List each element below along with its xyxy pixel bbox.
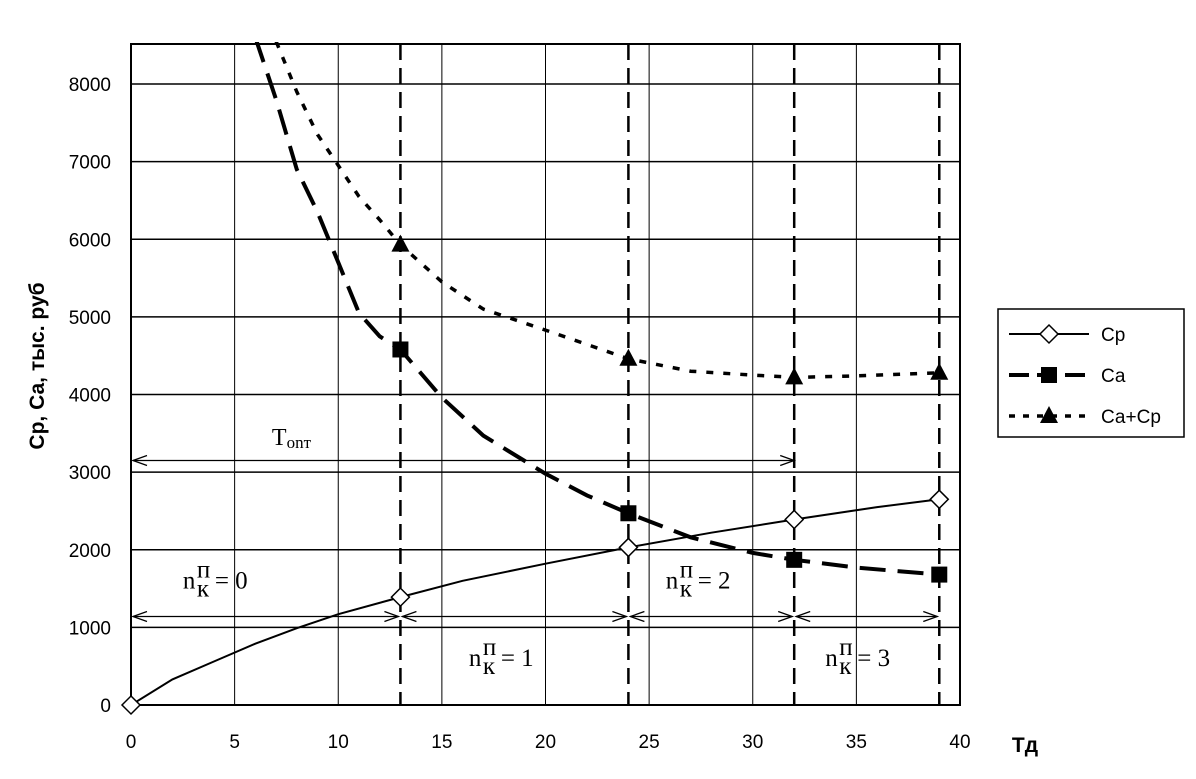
x-tick-label: 15 bbox=[431, 732, 452, 753]
n-k-label: n пк = 2 bbox=[666, 557, 731, 603]
marker-diamond bbox=[390, 587, 411, 608]
x-tick-label: 40 bbox=[949, 732, 970, 753]
legend-label: Ср bbox=[1101, 325, 1125, 346]
x-tick-label: 25 bbox=[639, 732, 660, 753]
y-tick-label: 3000 bbox=[69, 463, 111, 484]
marker-triangle bbox=[930, 362, 949, 380]
x-tick-label: 0 bbox=[126, 732, 137, 753]
y-tick-label: 5000 bbox=[69, 308, 111, 329]
y-tick-label: 1000 bbox=[69, 618, 111, 639]
y-tick-label: 8000 bbox=[69, 75, 111, 96]
svg-text:= 0: = 0 bbox=[215, 568, 248, 595]
series-line bbox=[274, 42, 940, 380]
series-2 bbox=[254, 42, 948, 583]
svg-text:п: п bbox=[680, 557, 693, 584]
y-axis-title: Ср, Са, тыс. руб bbox=[26, 282, 49, 449]
x-tick-labels: 0 5 10 15 20 25 30 35 40 bbox=[126, 732, 971, 753]
marker-diamond bbox=[929, 489, 950, 510]
marker-diamond bbox=[784, 509, 805, 530]
marker-diamond bbox=[120, 694, 142, 716]
x-tick-label: 20 bbox=[535, 732, 556, 753]
x-tick-label: 35 bbox=[846, 732, 867, 753]
svg-text:п: п bbox=[483, 634, 496, 661]
y-tick-label: 7000 bbox=[69, 153, 111, 174]
marker-diamond bbox=[1038, 323, 1060, 345]
svg-text:п: п bbox=[839, 634, 852, 661]
plot-area-frame bbox=[130, 43, 961, 706]
n-k-label: n пк = 1 bbox=[469, 634, 534, 680]
marker-square bbox=[392, 341, 409, 358]
svg-text:к: к bbox=[680, 576, 693, 603]
series-line bbox=[254, 42, 940, 577]
legend-item: Ср bbox=[1009, 323, 1125, 346]
x-tick-label: 30 bbox=[742, 732, 763, 753]
t-opt-label: Тonт bbox=[272, 425, 312, 452]
n-k-label: n пк = 0 bbox=[183, 557, 248, 603]
x-tick-label: 5 bbox=[229, 732, 240, 753]
legend-label: Са+Ср bbox=[1101, 407, 1161, 428]
marker-triangle bbox=[1040, 406, 1058, 423]
grid bbox=[131, 44, 960, 705]
svg-text:n: n bbox=[469, 645, 482, 672]
legend-label: Са bbox=[1101, 366, 1126, 387]
t-opt-arrow bbox=[131, 454, 797, 467]
series-3 bbox=[274, 42, 949, 385]
vertical-period-lines bbox=[399, 44, 941, 705]
svg-text:= 2: = 2 bbox=[698, 568, 731, 595]
y-tick-label: 4000 bbox=[69, 386, 111, 407]
interval-arrow bbox=[628, 610, 795, 623]
series-line bbox=[131, 498, 940, 706]
svg-text:n: n bbox=[666, 568, 679, 595]
legend: Ср Са Са+Ср bbox=[997, 308, 1185, 438]
legend-item: Са bbox=[1009, 366, 1126, 387]
marker-square bbox=[1041, 367, 1057, 383]
svg-text:к: к bbox=[483, 653, 496, 680]
svg-text:к: к bbox=[197, 576, 210, 603]
marker-triangle bbox=[785, 367, 804, 385]
svg-text:п: п bbox=[197, 557, 210, 584]
y-tick-label: 2000 bbox=[69, 541, 111, 562]
x-axis-title: Тд bbox=[1012, 734, 1038, 757]
series-1 bbox=[120, 489, 950, 716]
marker-square bbox=[931, 566, 948, 583]
marker-triangle bbox=[619, 348, 638, 366]
svg-text:= 1: = 1 bbox=[501, 645, 534, 672]
y-tick-labels: 0 1000 2000 3000 4000 5000 6000 7000 8000 bbox=[69, 75, 111, 717]
y-tick-label: 6000 bbox=[69, 230, 111, 251]
interval-arrow bbox=[131, 610, 401, 623]
marker-square bbox=[786, 551, 803, 568]
x-tick-label: 10 bbox=[328, 732, 349, 753]
y-tick-label: 0 bbox=[100, 696, 111, 717]
marker-square bbox=[620, 505, 637, 522]
svg-text:к: к bbox=[839, 653, 852, 680]
svg-text:n: n bbox=[183, 568, 196, 595]
svg-text:n: n bbox=[825, 645, 838, 672]
marker-triangle bbox=[391, 234, 410, 252]
n-k-label: n пк = 3 bbox=[825, 634, 890, 680]
interval-arrow bbox=[794, 610, 940, 623]
interval-arrow bbox=[400, 610, 629, 623]
marker-diamond bbox=[618, 537, 639, 558]
legend-item: Са+Ср bbox=[1009, 406, 1161, 428]
series-group bbox=[120, 42, 950, 716]
svg-text:= 3: = 3 bbox=[857, 645, 890, 672]
